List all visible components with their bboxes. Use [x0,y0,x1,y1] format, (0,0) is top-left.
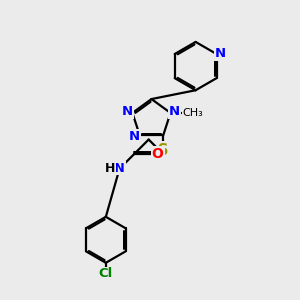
Text: Cl: Cl [99,268,113,281]
Text: N: N [169,105,180,118]
Text: N: N [215,46,226,60]
Text: N: N [129,130,140,143]
Text: H: H [105,162,115,175]
Text: HN: HN [104,162,125,175]
Text: O: O [152,147,164,161]
Text: N: N [122,105,133,118]
Text: S: S [158,142,169,158]
Text: CH₃: CH₃ [183,108,204,118]
